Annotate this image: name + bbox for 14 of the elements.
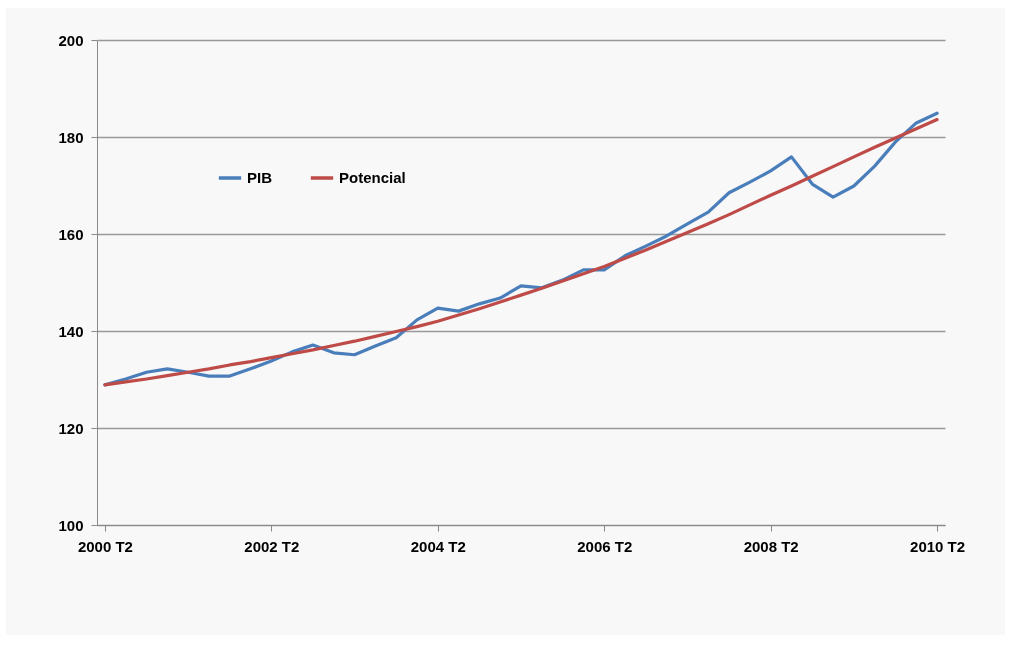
x-tick-label: 2010 T2 xyxy=(910,537,966,555)
legend-label: PIB xyxy=(247,169,273,186)
y-tick-label: 120 xyxy=(58,419,84,437)
y-tick-label: 200 xyxy=(58,31,84,49)
y-tick-label: 180 xyxy=(58,128,84,146)
x-tick-label: 2006 T2 xyxy=(577,537,633,555)
x-tick-label: 2004 T2 xyxy=(410,537,466,555)
x-tick-label: 2000 T2 xyxy=(77,537,133,555)
legend-label: Potencial xyxy=(339,169,406,186)
x-tick-label: 2008 T2 xyxy=(743,537,799,555)
y-tick-label: 160 xyxy=(58,225,84,243)
y-tick-label: 100 xyxy=(58,516,84,534)
x-tick-label: 2002 T2 xyxy=(244,537,300,555)
y-tick-label: 140 xyxy=(58,322,84,340)
